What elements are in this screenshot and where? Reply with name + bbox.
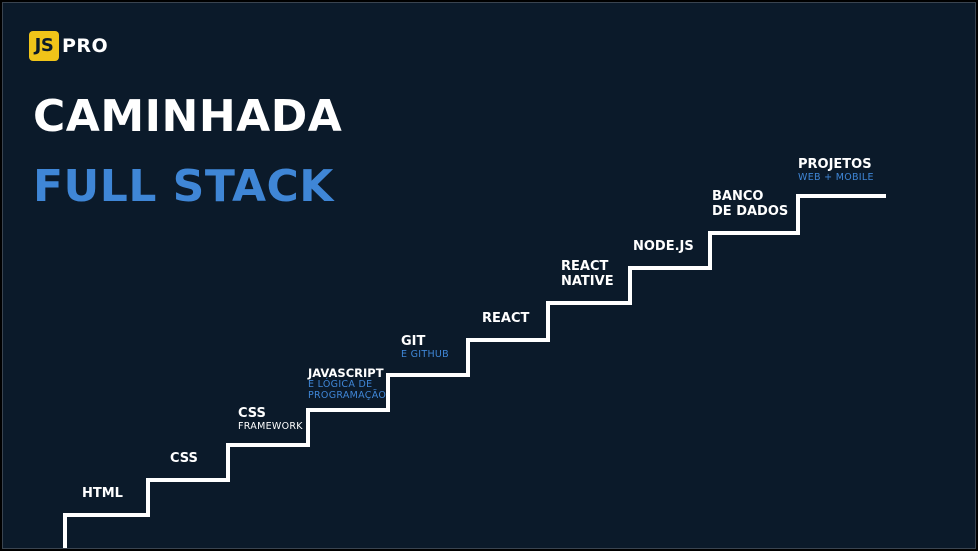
step-projetos: PROJETOS WEB + MOBILE bbox=[798, 157, 874, 184]
step-javascript: JAVASCRIPT E LÓGICA DE PROGRAMAÇÃO bbox=[308, 366, 387, 402]
step-label: PROJETOS bbox=[798, 157, 872, 172]
step-label: REACT bbox=[482, 311, 530, 326]
step-react: REACT bbox=[482, 311, 530, 327]
step-banco-de-dados: BANCO DE DADOS bbox=[712, 189, 789, 220]
step-sublabel: WEB + MOBILE bbox=[798, 171, 874, 183]
step-css-framework: CSS FRAMEWORK bbox=[238, 406, 303, 433]
staircase-line bbox=[63, 194, 886, 548]
step-label: HTML bbox=[82, 486, 123, 501]
step-nodejs: NODE.JS bbox=[633, 239, 694, 255]
step-label: JAVASCRIPT bbox=[308, 366, 384, 380]
step-label-1: REACT bbox=[561, 259, 609, 274]
step-html: HTML bbox=[82, 486, 123, 502]
step-sublabel-1: E LÓGICA DE bbox=[308, 379, 373, 391]
title-line-1: CAMINHADA bbox=[33, 91, 343, 142]
staircase-path bbox=[63, 194, 886, 548]
step-css: CSS bbox=[170, 451, 198, 467]
logo-text: PRO bbox=[62, 35, 109, 57]
step-sublabel: FRAMEWORK bbox=[238, 420, 303, 432]
step-git: GIT E GITHUB bbox=[401, 334, 450, 361]
step-label: NODE.JS bbox=[633, 239, 694, 254]
logo-badge: JS bbox=[29, 31, 59, 61]
step-label-2: NATIVE bbox=[561, 273, 614, 289]
step-label: GIT bbox=[401, 334, 426, 349]
step-label-2: DE DADOS bbox=[712, 203, 789, 219]
logo: JS PRO bbox=[29, 31, 108, 61]
step-label-1: BANCO bbox=[712, 189, 764, 204]
step-label: CSS bbox=[238, 406, 266, 421]
step-label: CSS bbox=[170, 451, 198, 466]
step-react-native: REACT NATIVE bbox=[561, 259, 614, 290]
title-line-2: FULL STACK bbox=[33, 161, 334, 212]
step-sublabel: E GITHUB bbox=[401, 348, 450, 360]
step-sublabel-2: PROGRAMAÇÃO bbox=[308, 390, 387, 402]
